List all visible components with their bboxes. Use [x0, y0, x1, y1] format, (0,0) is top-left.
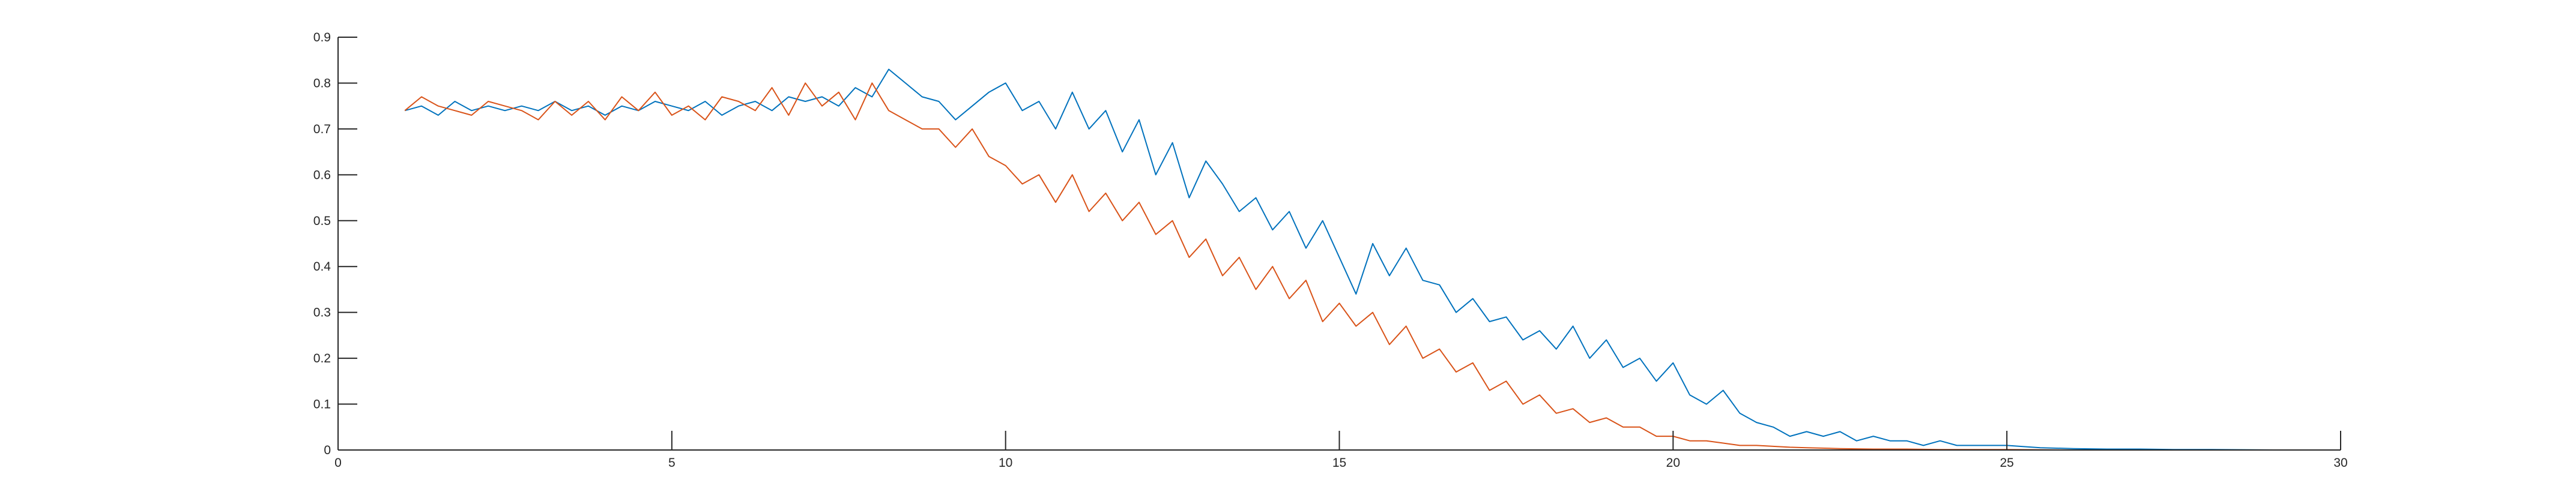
y-tick-label: 0.6 — [313, 168, 331, 182]
y-tick-label: 0.8 — [313, 76, 331, 90]
y-tick-label: 0.7 — [313, 122, 331, 136]
x-tick-label: 25 — [2000, 456, 2013, 470]
y-tick-label: 0 — [324, 443, 331, 457]
y-tick-label: 0.9 — [313, 31, 331, 44]
axes-layer: 0 0.1 0.2 0.3 0.4 0.5 0.6 0.7 0.8 0.9 0 5 10 15 20 25 30 — [313, 31, 2348, 470]
series-line-2 — [404, 82, 2341, 451]
series-line-1 — [404, 68, 2341, 451]
y-tick-label: 0.5 — [313, 214, 331, 228]
x-tick-label: 15 — [1332, 456, 1346, 470]
y-tick-label: 0.1 — [313, 398, 331, 412]
x-tick-label: 10 — [999, 456, 1012, 470]
y-tick-label: 0.2 — [313, 352, 331, 365]
y-tick-label: 0.3 — [313, 306, 331, 320]
series-layer — [404, 68, 2341, 451]
x-tick-label: 20 — [1666, 456, 1680, 470]
x-tick-label: 0 — [334, 456, 342, 470]
x-tick-label: 5 — [668, 456, 676, 470]
x-tick-label: 30 — [2333, 456, 2347, 470]
y-tick-label: 0.4 — [313, 260, 331, 274]
